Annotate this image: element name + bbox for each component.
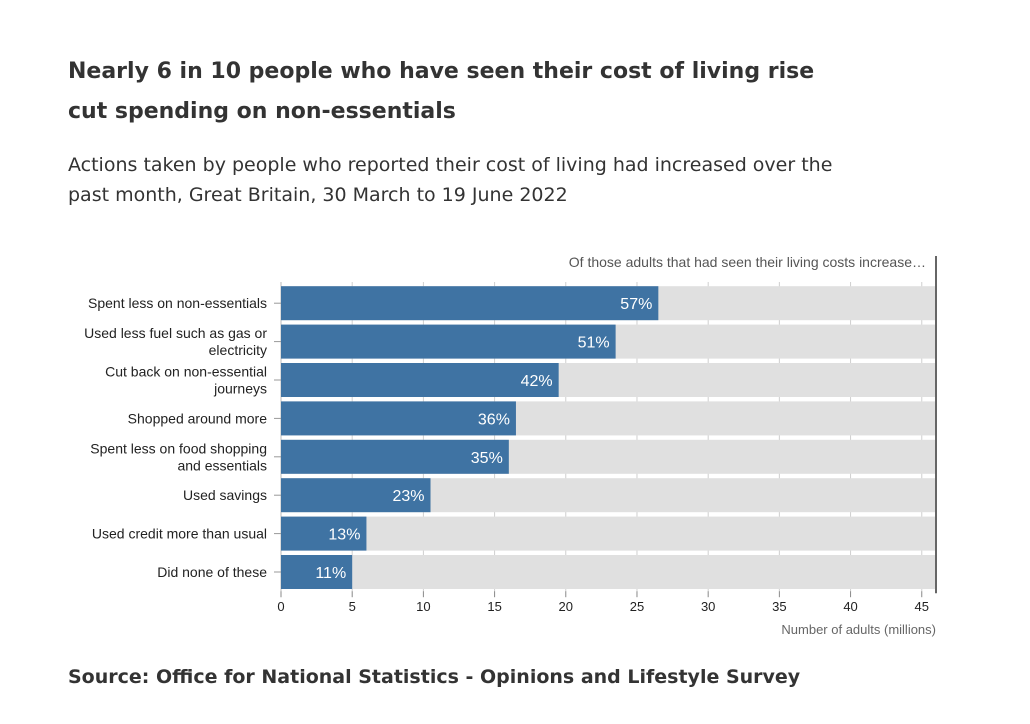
data-label: 11% <box>315 565 346 582</box>
chart-subtitle: Actions taken by people who reported the… <box>68 154 833 206</box>
x-tick-label: 15 <box>487 599 501 614</box>
category-label: Used credit more than usual <box>92 526 267 542</box>
source-note: Source: Office for National Statistics -… <box>68 666 801 688</box>
x-tick-label: 10 <box>416 599 430 614</box>
x-axis-title: Number of adults (millions) <box>781 622 936 637</box>
background-bar <box>281 516 936 551</box>
bar <box>281 324 616 359</box>
category-label: electricity <box>209 342 267 358</box>
bar <box>281 286 659 321</box>
category-label: journeys <box>213 381 267 397</box>
category-label: Cut back on non-essential <box>105 364 267 380</box>
bar <box>281 555 353 589</box>
x-tick-label: 25 <box>630 599 644 614</box>
x-tick-label: 40 <box>843 599 857 614</box>
data-bars <box>281 286 659 589</box>
data-label: 42% <box>521 373 553 390</box>
category-label: Used less fuel such as gas or <box>84 325 267 341</box>
x-tick-label: 5 <box>349 599 356 614</box>
chart-title: Nearly 6 in 10 people who have seen thei… <box>68 59 815 124</box>
data-label: 51% <box>578 335 610 352</box>
x-tick-label: 30 <box>701 599 715 614</box>
category-label: and essentials <box>177 457 267 473</box>
bar <box>281 439 509 474</box>
category-labels: Spent less on non-essentials Used less fu… <box>84 295 281 580</box>
category-label: Used savings <box>183 487 267 503</box>
background-bar <box>281 555 936 589</box>
data-label: 23% <box>392 488 424 505</box>
data-label: 57% <box>620 296 652 313</box>
data-label: 36% <box>478 411 510 428</box>
data-labels: 57% 51% 42% 36% 35% 23% 13% 11% <box>315 296 652 582</box>
category-label: Spent less on non-essentials <box>88 295 267 311</box>
category-label: Did none of these <box>157 564 267 580</box>
category-label: Shopped around more <box>128 410 268 426</box>
chart-annotation: Of those adults that had seen their livi… <box>569 254 926 270</box>
bar <box>281 516 367 551</box>
x-axis-ticks: 0 5 10 15 20 25 30 35 40 45 <box>277 591 929 614</box>
bar <box>281 363 559 397</box>
bar <box>281 478 431 513</box>
data-label: 13% <box>328 527 360 544</box>
category-label: Spent less on food shopping <box>90 440 267 456</box>
bar <box>281 401 516 436</box>
data-label: 35% <box>471 450 503 467</box>
x-tick-label: 0 <box>277 599 284 614</box>
x-tick-label: 45 <box>915 599 929 614</box>
x-tick-label: 20 <box>559 599 573 614</box>
x-tick-label: 35 <box>772 599 786 614</box>
